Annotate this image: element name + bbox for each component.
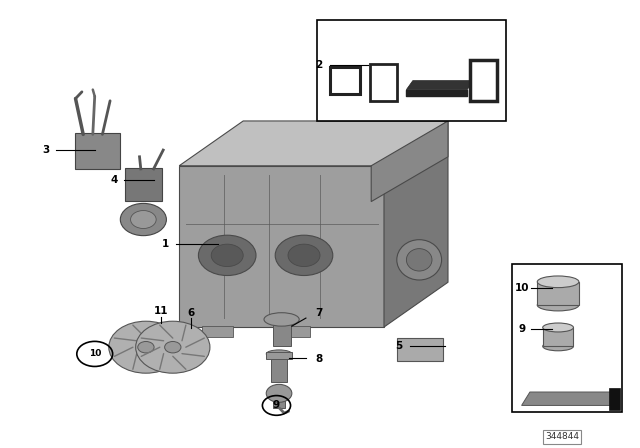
FancyBboxPatch shape: [202, 326, 233, 337]
Text: 2: 2: [315, 60, 323, 70]
Text: 10: 10: [88, 349, 101, 358]
Circle shape: [109, 321, 183, 373]
Polygon shape: [522, 392, 620, 405]
Ellipse shape: [406, 249, 432, 271]
Text: 1: 1: [161, 239, 169, 249]
Ellipse shape: [264, 313, 300, 326]
FancyBboxPatch shape: [271, 354, 287, 382]
Text: 9: 9: [273, 401, 280, 410]
FancyBboxPatch shape: [370, 64, 397, 101]
FancyBboxPatch shape: [266, 352, 292, 359]
FancyBboxPatch shape: [75, 133, 120, 169]
Text: 6: 6: [187, 308, 195, 318]
Text: 7: 7: [315, 308, 323, 318]
Ellipse shape: [266, 350, 292, 358]
Polygon shape: [384, 121, 448, 327]
Circle shape: [198, 235, 256, 276]
FancyBboxPatch shape: [279, 326, 310, 337]
FancyBboxPatch shape: [330, 67, 360, 94]
Circle shape: [138, 341, 154, 353]
Circle shape: [136, 321, 210, 373]
Text: 344844: 344844: [545, 432, 579, 441]
Ellipse shape: [543, 323, 573, 332]
Text: 3: 3: [42, 145, 50, 155]
FancyBboxPatch shape: [397, 338, 443, 361]
FancyBboxPatch shape: [470, 60, 497, 101]
Circle shape: [211, 244, 243, 267]
Text: 5: 5: [395, 341, 403, 351]
Text: 10: 10: [515, 283, 529, 293]
FancyBboxPatch shape: [273, 393, 285, 408]
FancyBboxPatch shape: [538, 282, 579, 305]
Polygon shape: [609, 388, 620, 410]
FancyBboxPatch shape: [125, 168, 162, 201]
Ellipse shape: [397, 240, 442, 280]
Ellipse shape: [538, 299, 579, 311]
Circle shape: [288, 244, 320, 267]
Circle shape: [275, 235, 333, 276]
Text: 4: 4: [110, 175, 118, 185]
FancyBboxPatch shape: [512, 264, 622, 412]
Polygon shape: [371, 121, 448, 202]
FancyBboxPatch shape: [273, 322, 291, 346]
Text: 9: 9: [518, 324, 526, 334]
Text: 11: 11: [154, 306, 168, 316]
Polygon shape: [406, 81, 474, 90]
Circle shape: [120, 203, 166, 236]
Circle shape: [266, 384, 292, 402]
Polygon shape: [179, 121, 448, 166]
Ellipse shape: [538, 276, 579, 288]
Circle shape: [164, 341, 181, 353]
Text: 8: 8: [315, 354, 323, 364]
Polygon shape: [179, 166, 384, 327]
FancyBboxPatch shape: [317, 20, 506, 121]
Ellipse shape: [543, 342, 573, 351]
Circle shape: [131, 211, 156, 228]
FancyBboxPatch shape: [543, 327, 573, 346]
